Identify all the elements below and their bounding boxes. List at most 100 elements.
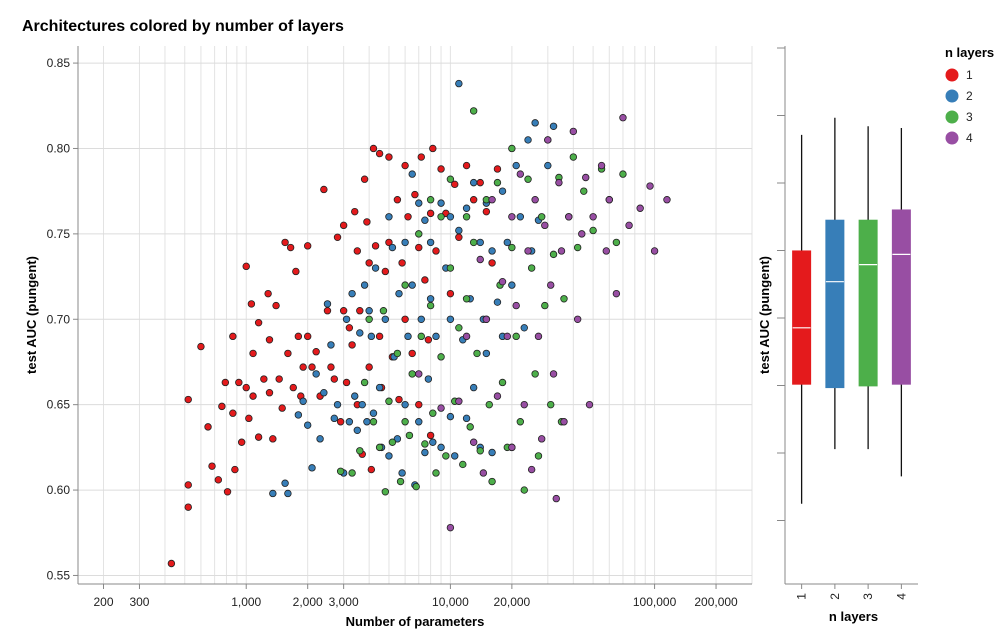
scatter-point-layer-1 [286, 243, 295, 252]
scatter-point-layer-2 [421, 216, 429, 224]
scatter-point-layer-1 [327, 363, 335, 371]
scatter-point-layer-1 [254, 433, 263, 441]
scatter-point-layer-4 [549, 370, 558, 378]
scatter-point-layer-1 [294, 332, 303, 341]
scatter-point-layer-4 [462, 332, 471, 341]
box-layer-1 [792, 250, 812, 385]
scatter-point-layer-1 [426, 431, 435, 440]
y-tick-label: 0.80 [47, 141, 71, 155]
scatter-point-layer-1 [254, 318, 263, 327]
scatter-point-layer-4 [479, 469, 488, 477]
scatter-point-layer-4 [498, 277, 507, 286]
scatter-point-layer-1 [303, 242, 312, 250]
scatter-point-layer-4 [469, 438, 478, 446]
scatter-point-layer-1 [356, 307, 364, 315]
x-axis-title: Number of parameters [346, 614, 485, 629]
scatter-point-layer-3 [379, 307, 388, 315]
scatter-point-layer-3 [442, 452, 450, 460]
scatter-point-layer-1 [395, 395, 403, 404]
scatter-point-layer-1 [363, 218, 371, 226]
scatter-point-layer-1 [421, 276, 429, 284]
scatter-point-layer-1 [281, 238, 289, 247]
scatter-point-layer-1 [284, 349, 292, 358]
scatter-point-layer-4 [560, 418, 568, 426]
scatter-point-layer-2 [488, 247, 496, 255]
scatter-point-layer-3 [541, 301, 549, 310]
scatter-point-layer-4 [534, 332, 543, 341]
scatter-point-layer-3 [560, 295, 568, 303]
scatter-point-layer-4 [646, 182, 654, 190]
scatter-point-layer-3 [408, 370, 416, 378]
scatter-point-layer-1 [308, 363, 316, 371]
scatter-point-layer-1 [342, 378, 351, 387]
scatter-point-layer-4 [520, 400, 528, 409]
scatter-point-layer-3 [401, 418, 409, 426]
scatter-point-layer-1 [476, 178, 484, 187]
scatter-point-layer-1 [223, 488, 232, 496]
scatter-point-layer-3 [573, 243, 582, 252]
scatter-point-layer-1 [214, 476, 223, 484]
scatter-point-layer-3 [462, 213, 471, 221]
scatter-point-layer-1 [415, 243, 423, 252]
scatter-point-layer-1 [375, 332, 384, 341]
scatter-point-layer-4 [650, 247, 659, 255]
scatter-point-layer-2 [356, 329, 364, 337]
scatter-point-layer-4 [582, 173, 590, 182]
scatter-point-layer-1 [393, 196, 402, 204]
box-x-tick-label: 1 [795, 593, 809, 600]
scatter-point-layer-3 [569, 153, 578, 161]
scatter-point-layer-2 [320, 389, 328, 397]
scatter-point-layer-1 [249, 349, 257, 358]
legend-label-layer-1: 1 [966, 68, 973, 82]
x-tick-label: 300 [129, 595, 149, 609]
scatter-point-layer-1 [237, 438, 246, 446]
scatter-point-layer-2 [408, 170, 416, 178]
legend-label-layer-4: 4 [966, 131, 973, 145]
scatter-point-layer-3 [547, 400, 555, 409]
scatter-point-layer-3 [381, 488, 390, 496]
scatter-point-layer-2 [299, 397, 307, 405]
scatter-point-layer-1 [348, 341, 356, 349]
scatter-point-layer-4 [531, 196, 539, 204]
scatter-point-layer-1 [229, 332, 237, 341]
scatter-point-layer-4 [503, 332, 512, 341]
scatter-point-layer-3 [459, 460, 467, 469]
scatter-point-layer-4 [508, 443, 516, 452]
y-tick-label: 0.60 [47, 483, 71, 497]
scatter-point-layer-2 [544, 161, 552, 170]
scatter-point-layer-1 [260, 375, 268, 383]
scatter-point-layer-2 [358, 400, 366, 409]
scatter-point-layer-1 [197, 342, 205, 351]
scatter-point-layer-3 [498, 378, 507, 387]
scatter-point-layer-1 [411, 190, 419, 199]
box-layer-2 [825, 219, 845, 389]
scatter-point-layer-2 [455, 226, 463, 235]
scatter-point-layer-4 [636, 204, 644, 212]
scatter-point-layer-2 [476, 238, 484, 247]
scatter-point-layer-2 [488, 448, 496, 457]
scatter-point-layer-2 [375, 383, 384, 392]
scatter-point-layer-2 [365, 307, 373, 315]
scatter-point-layer-1 [404, 213, 412, 221]
scatter-point-layer-3 [589, 226, 597, 235]
scatter-point-layer-1 [360, 175, 369, 183]
scatter-point-layer-1 [229, 409, 237, 417]
scatter-point-layer-3 [336, 467, 345, 475]
scatter-point-layer-2 [531, 119, 539, 127]
scatter-point-layer-2 [323, 300, 332, 308]
scatter-point-layer-3 [580, 187, 588, 195]
scatter-point-layer-3 [469, 238, 478, 247]
scatter-point-layer-1 [375, 149, 384, 158]
scatter-point-layer-1 [369, 144, 378, 153]
scatter-point-layer-1 [429, 144, 437, 153]
scatter-point-layer-2 [330, 414, 338, 423]
y-axis-title: test AUC (pungent) [24, 256, 39, 374]
scatter-point-layer-2 [316, 435, 324, 443]
box-x-tick-label: 4 [894, 593, 908, 600]
scatter-point-layer-2 [446, 315, 455, 323]
legend-swatch-layer-1 [945, 68, 959, 82]
scatter-point-layer-4 [569, 127, 578, 136]
scatter-point-layer-2 [398, 469, 406, 477]
scatter-point-layer-2 [353, 426, 362, 434]
